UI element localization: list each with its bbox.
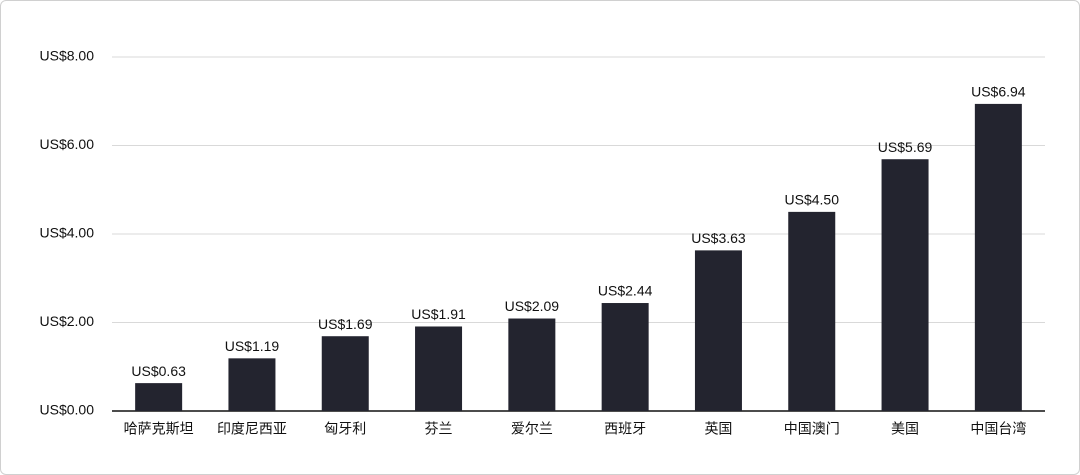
data-label: US$2.09 xyxy=(505,298,560,314)
x-tick-label: 西班牙 xyxy=(604,421,646,437)
data-label: US$0.63 xyxy=(131,363,186,379)
data-label: US$6.94 xyxy=(971,84,1026,100)
x-tick-label: 爱尔兰 xyxy=(511,421,553,437)
data-label: US$1.91 xyxy=(411,306,466,322)
x-tick-label: 印度尼西亚 xyxy=(217,421,287,437)
data-label: US$4.50 xyxy=(785,192,840,208)
x-tick-label: 中国台湾 xyxy=(970,421,1026,437)
bar xyxy=(415,326,463,411)
bar xyxy=(228,358,276,411)
y-tick-label: US$8.00 xyxy=(40,48,95,64)
data-label: US$3.63 xyxy=(691,230,746,246)
x-tick-label: 芬兰 xyxy=(425,421,453,437)
x-tick-label: 哈萨克斯坦 xyxy=(124,421,194,437)
data-label: US$2.44 xyxy=(598,283,653,299)
bar xyxy=(321,336,369,411)
bar xyxy=(135,383,183,411)
data-label: US$5.69 xyxy=(878,139,933,155)
x-tick-label: 英国 xyxy=(704,421,732,437)
y-tick-label: US$0.00 xyxy=(40,402,95,418)
bar xyxy=(788,211,836,411)
bar xyxy=(881,159,929,411)
bar xyxy=(694,250,742,411)
y-tick-label: US$2.00 xyxy=(40,313,95,329)
x-tick-label: 美国 xyxy=(891,421,919,437)
data-label: US$1.69 xyxy=(318,316,373,332)
x-tick-label: 中国澳门 xyxy=(784,421,840,437)
bar xyxy=(508,318,556,411)
x-tick-label: 匈牙利 xyxy=(324,421,366,437)
bar xyxy=(601,303,649,411)
y-tick-label: US$4.00 xyxy=(40,225,95,241)
bar xyxy=(974,103,1022,411)
y-tick-label: US$6.00 xyxy=(40,136,95,152)
data-label: US$1.19 xyxy=(225,338,280,354)
